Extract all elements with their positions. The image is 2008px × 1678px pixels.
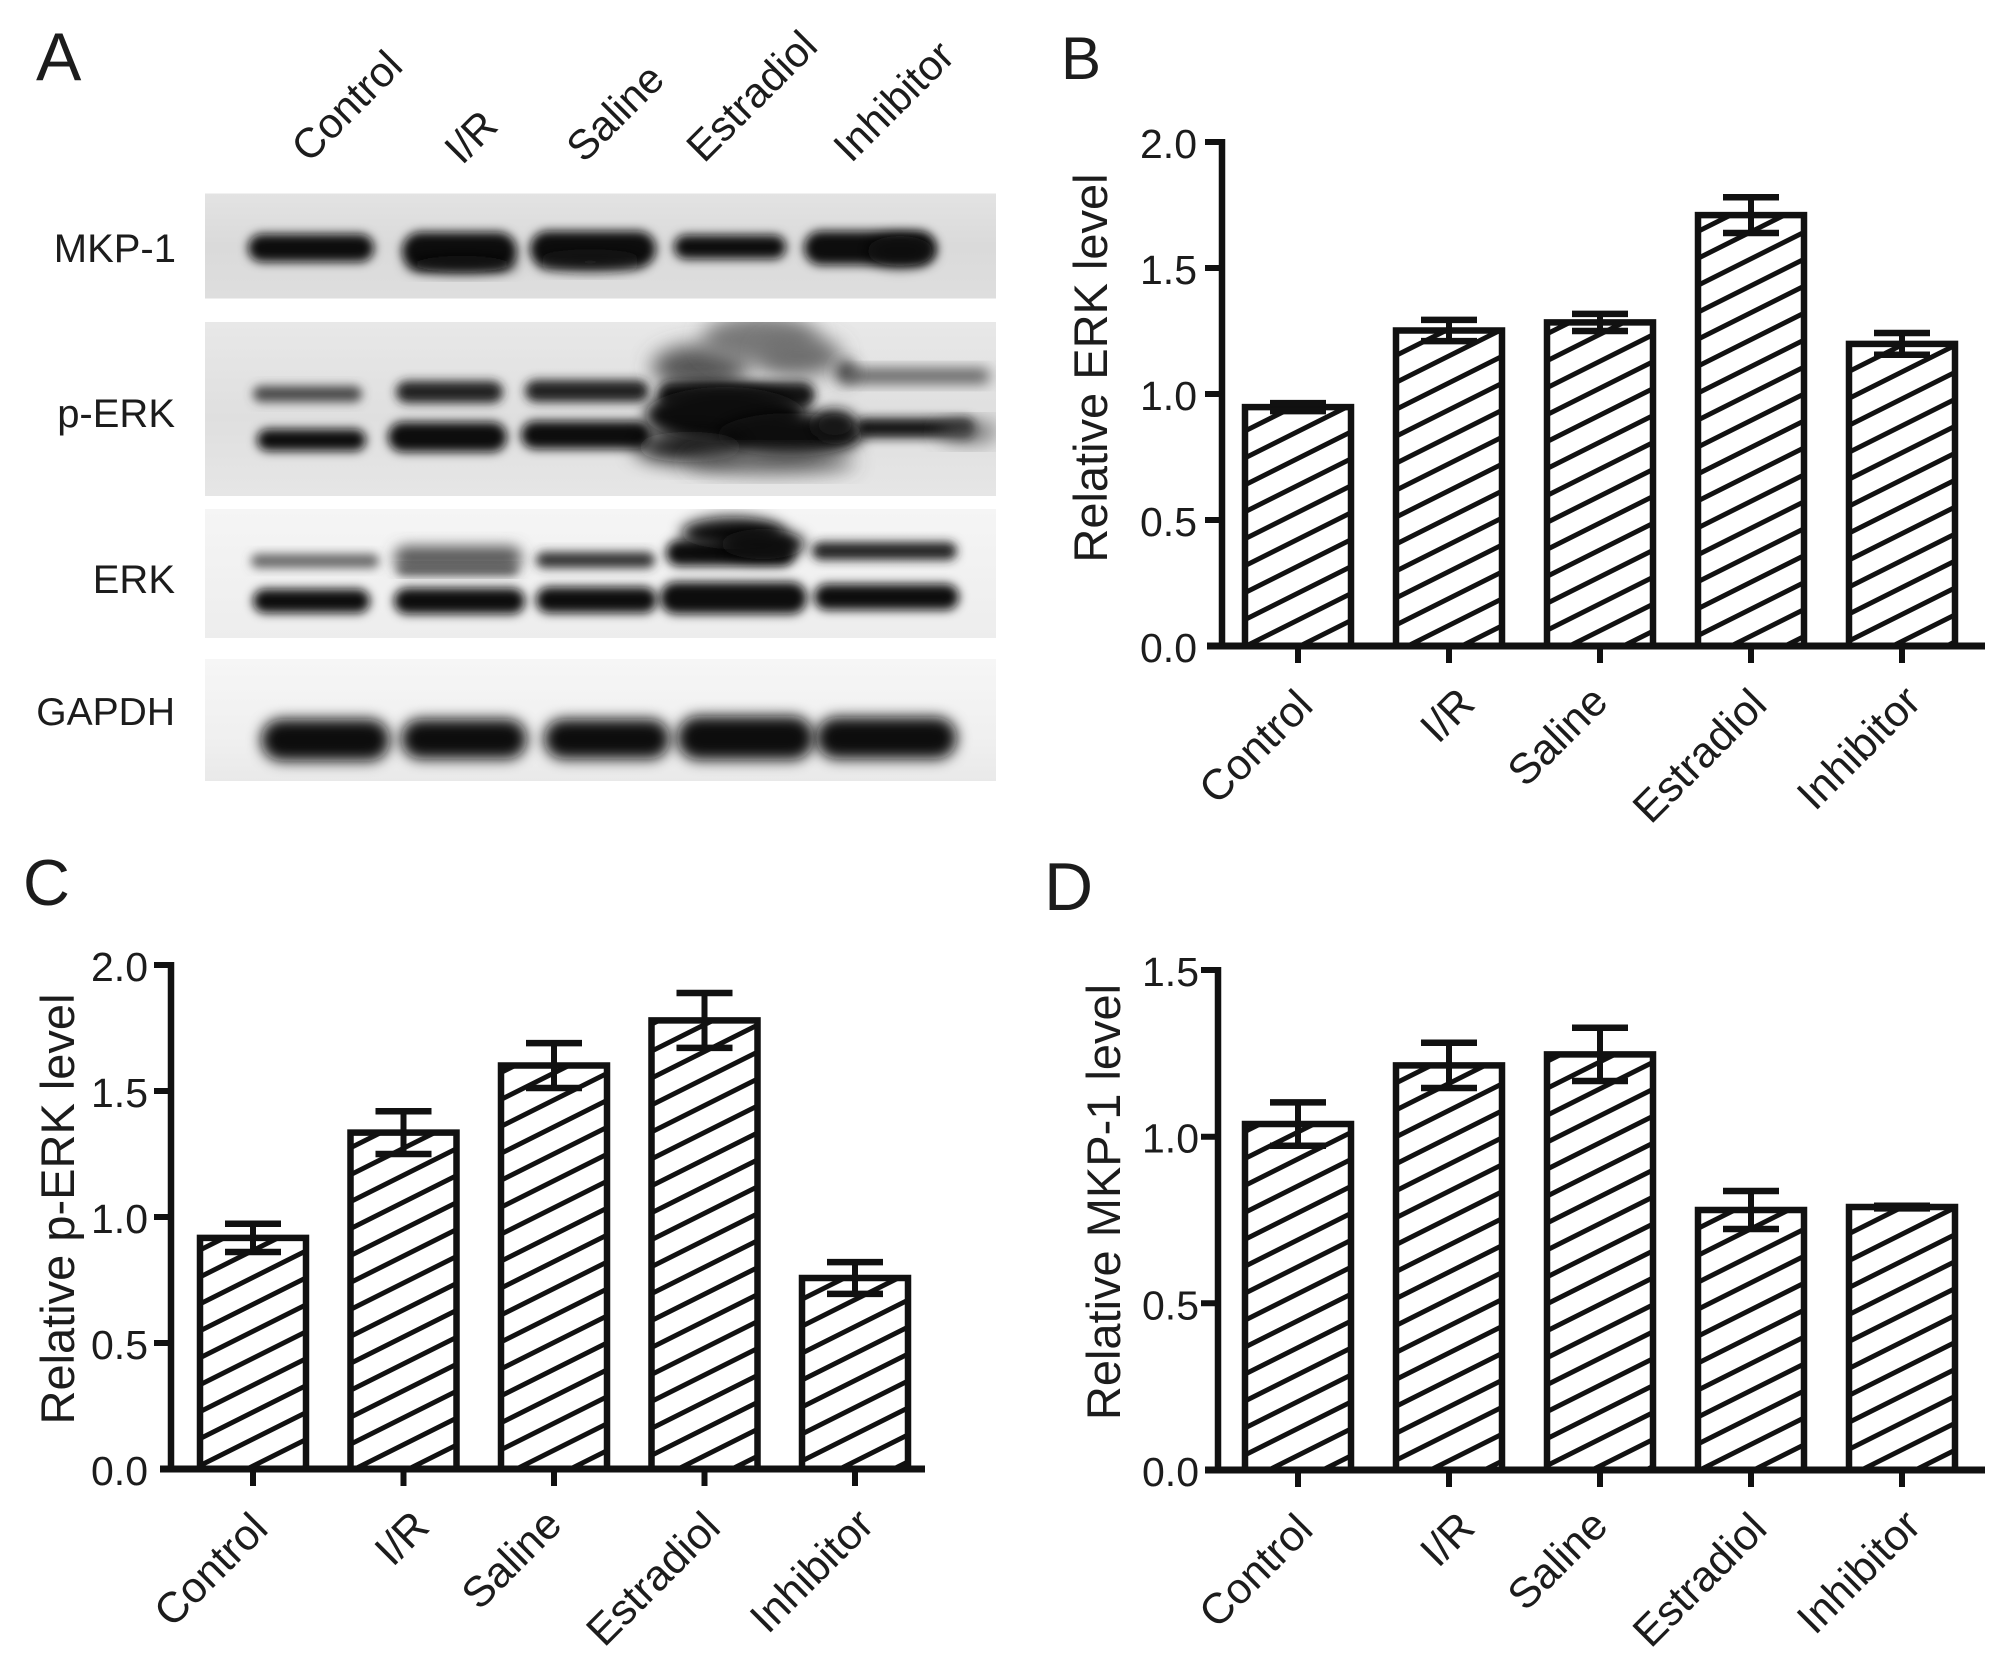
- svg-text:0.0: 0.0: [1142, 1449, 1199, 1495]
- svg-text:B: B: [1061, 25, 1101, 92]
- svg-text:GAPDH: GAPDH: [36, 691, 175, 734]
- svg-text:1.0: 1.0: [1140, 373, 1197, 419]
- svg-text:Relative MKP-1 level: Relative MKP-1 level: [1077, 984, 1130, 1420]
- svg-text:D: D: [1044, 849, 1093, 925]
- svg-text:A: A: [36, 19, 82, 95]
- svg-text:0.5: 0.5: [1140, 499, 1197, 545]
- svg-text:1.5: 1.5: [91, 1070, 148, 1116]
- svg-text:ERK: ERK: [93, 558, 176, 602]
- svg-text:p-ERK: p-ERK: [57, 392, 175, 436]
- svg-text:2.0: 2.0: [1140, 121, 1197, 167]
- svg-text:0.5: 0.5: [1142, 1282, 1199, 1328]
- svg-text:1.0: 1.0: [1142, 1116, 1199, 1162]
- svg-text:0.0: 0.0: [91, 1448, 148, 1494]
- svg-text:MKP-1: MKP-1: [54, 227, 176, 271]
- svg-text:Relative p-ERK level: Relative p-ERK level: [31, 993, 84, 1424]
- svg-text:1.5: 1.5: [1140, 247, 1197, 293]
- svg-text:C: C: [23, 846, 70, 919]
- svg-text:1.5: 1.5: [1142, 949, 1199, 995]
- svg-text:Relative ERK level: Relative ERK level: [1064, 173, 1117, 562]
- svg-text:1.0: 1.0: [91, 1196, 148, 1242]
- svg-text:2.0: 2.0: [91, 944, 148, 990]
- svg-text:0.0: 0.0: [1140, 625, 1197, 671]
- svg-text:0.5: 0.5: [91, 1322, 148, 1368]
